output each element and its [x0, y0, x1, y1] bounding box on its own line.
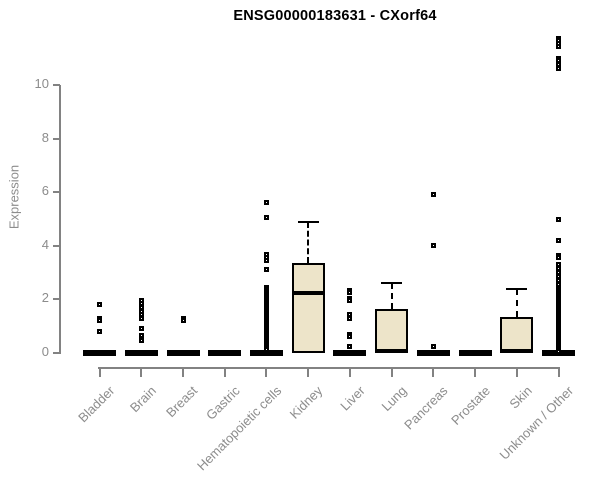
box	[375, 308, 409, 353]
outlier-point	[347, 311, 353, 317]
outlier-point	[347, 298, 353, 304]
whisker-cap	[506, 287, 528, 290]
category-label: Bladder	[74, 383, 118, 426]
median-line	[375, 349, 409, 353]
outlier-point	[138, 315, 144, 321]
category-label: Prostate	[447, 383, 493, 428]
y-axis-tick-label: 2	[41, 290, 49, 306]
x-axis-tick	[432, 368, 435, 377]
median-line	[500, 349, 534, 353]
x-axis-tick	[390, 368, 393, 377]
zero-box	[83, 350, 117, 356]
outlier-point	[556, 349, 562, 355]
x-axis-tick	[474, 368, 477, 377]
zero-box	[124, 350, 158, 356]
median-line	[291, 290, 325, 295]
whisker-cap	[381, 282, 403, 285]
category-label: Unknown / Other	[496, 383, 577, 463]
y-axis-tick	[53, 137, 60, 140]
category-label: Skin	[505, 383, 535, 412]
outlier-point	[138, 311, 144, 317]
x-axis-tick	[265, 368, 268, 377]
chart-title: ENSG00000183631 - CXorf64	[233, 8, 437, 24]
outlier-point	[556, 62, 562, 68]
y-axis-tick-label: 10	[34, 76, 49, 91]
x-axis-tick	[223, 368, 226, 377]
outlier-point	[556, 255, 562, 261]
outlier-point	[138, 300, 144, 306]
x-axis-tick	[98, 368, 101, 377]
x-axis-tick	[182, 368, 185, 377]
category-label: Breast	[163, 383, 201, 421]
outlier-point	[263, 347, 269, 353]
zero-box	[208, 350, 242, 356]
outlier-point	[263, 257, 269, 263]
outlier-point	[556, 274, 562, 280]
outlier-point	[347, 290, 353, 296]
outlier-point	[556, 43, 562, 49]
y-axis-tick-label: 4	[41, 236, 49, 252]
category-label: Pancreas	[401, 383, 451, 433]
zero-box	[458, 350, 492, 356]
y-axis-line	[59, 85, 61, 354]
outlier-point	[556, 262, 562, 268]
whisker-cap	[297, 220, 319, 223]
category-label: Kidney	[287, 383, 326, 422]
outlier-point	[556, 266, 562, 272]
box	[291, 263, 325, 353]
outlier-point	[430, 343, 436, 349]
whisker-line	[390, 283, 393, 309]
y-axis-tick	[53, 244, 60, 247]
x-axis-tick	[348, 368, 351, 377]
outlier-point	[430, 243, 436, 249]
outlier-point	[263, 215, 269, 221]
category-label: Gastric	[202, 383, 243, 423]
category-label: Lung	[378, 383, 410, 415]
outlier-point	[556, 278, 562, 284]
y-axis-tick-label: 6	[41, 183, 49, 199]
outlier-point	[556, 66, 562, 72]
y-axis-tick-label: 8	[41, 129, 49, 145]
outlier-point	[556, 58, 562, 64]
x-axis-tick	[515, 368, 518, 377]
whisker-line	[307, 221, 310, 264]
y-axis-tick	[53, 298, 60, 301]
outlier-point	[97, 318, 103, 324]
y-axis-tick	[53, 191, 60, 194]
outlier-point	[556, 270, 562, 276]
outlier-point	[138, 333, 144, 339]
zero-box	[333, 350, 367, 356]
outlier-point	[430, 192, 436, 198]
y-axis-tick-label: 0	[41, 344, 49, 359]
outlier-point	[138, 326, 144, 332]
outlier-point	[263, 266, 269, 272]
y-axis-tick	[53, 352, 60, 354]
x-axis-tick	[140, 368, 143, 377]
x-axis-tick	[307, 368, 310, 377]
whisker-line	[515, 288, 518, 317]
zero-box	[249, 350, 283, 356]
outlier-point	[347, 343, 353, 349]
outlier-point	[138, 338, 144, 344]
x-axis-tick	[557, 368, 560, 377]
x-axis-line	[98, 367, 560, 369]
outlier-point	[180, 318, 186, 324]
outlier-point	[263, 200, 269, 206]
category-label: Liver	[336, 383, 368, 414]
outlier-point	[556, 237, 562, 243]
zero-box	[166, 350, 200, 356]
outlier-point	[97, 302, 103, 308]
outlier-point	[97, 329, 103, 335]
box	[500, 316, 534, 353]
category-label: Brain	[126, 383, 159, 416]
zero-box	[416, 350, 450, 356]
outlier-point	[347, 315, 353, 321]
outlier-point	[347, 334, 353, 340]
y-axis-tick	[53, 84, 60, 86]
outlier-point	[138, 304, 144, 310]
outlier-point	[556, 216, 562, 222]
